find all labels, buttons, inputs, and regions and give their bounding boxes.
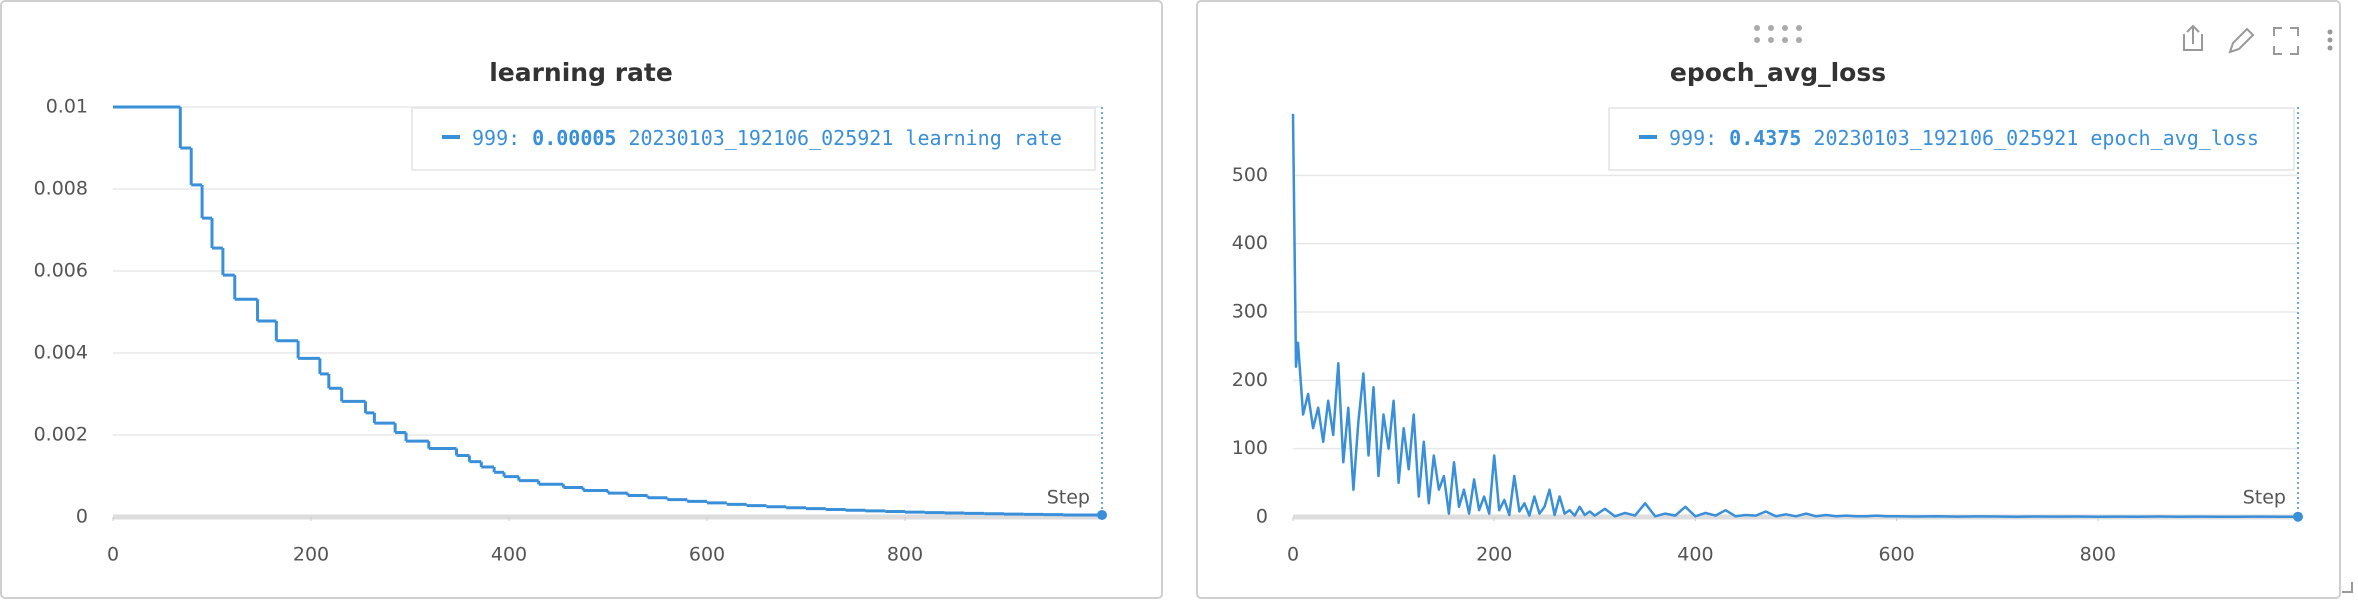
y-tick-label: 0.004 [34,342,88,364]
chart-title: epoch_avg_loss [1670,58,1886,87]
legend-step: 999: [1669,126,1717,150]
y-tick-label: 0.01 [46,96,88,118]
legend-value: 0.4375 [1729,126,1801,150]
resize-handle[interactable] [2342,582,2353,593]
y-tick-label: 0 [76,506,88,528]
fullscreen-icon[interactable] [2273,27,2299,55]
end-point [2293,511,2303,522]
drag-handle[interactable] [1754,25,1802,43]
x-tick-label: 600 [1878,544,1914,566]
y-tick-label: 0.002 [34,424,88,446]
y-tick-label: 0.006 [34,260,88,282]
y-tick-label: 0 [1256,506,1268,528]
y-tick-label: 100 [1232,437,1268,459]
line [1291,113,2298,518]
legend: 999: 0.4375 20230103_192106_025921 epoch_a… [1608,107,2295,171]
panel [1196,0,2341,599]
legend-step: 999: [472,126,520,150]
legend-box [1608,107,2295,171]
edit-icon[interactable] [2228,27,2255,54]
x-tick-label: 0 [1287,544,1299,566]
x-axis-label: Step [1047,487,1090,509]
menu-icon[interactable] [2327,29,2333,51]
legend-text: 999: 0.00005 20230103_192106_025921 learni… [472,126,1062,150]
legend-value: 0.00005 [532,126,616,150]
x-tick-label: 400 [491,544,527,566]
x-tick-label: 0 [107,544,119,566]
legend-entry: 20230103_192106_025921 learning rate [628,126,1061,150]
x-axis-label: Step [2243,487,2286,509]
x-tick-label: 200 [293,544,329,566]
end-point [1097,509,1107,520]
y-tick-label: 0.008 [34,178,88,200]
x-tick-label: 600 [689,544,725,566]
y-tick-label: 300 [1232,301,1268,323]
legend: 999: 0.00005 20230103_192106_025921 learni… [411,107,1096,171]
share-icon[interactable] [2183,24,2203,51]
legend-text: 999: 0.4375 20230103_192106_025921 epoch_a… [1669,126,2259,150]
y-tick-label: 500 [1232,164,1268,186]
x-tick-label: 200 [1476,544,1512,566]
chart-title: learning rate [489,58,673,87]
y-tick-label: 400 [1232,232,1268,254]
x-tick-label: 400 [1677,544,1713,566]
x-tick-label: 800 [887,544,923,566]
legend-box [411,107,1096,171]
x-tick-label: 800 [2080,544,2116,566]
legend-entry: 20230103_192106_025921 epoch_avg_loss [1813,126,2259,150]
panel [0,0,1163,599]
y-tick-label: 200 [1232,369,1268,391]
